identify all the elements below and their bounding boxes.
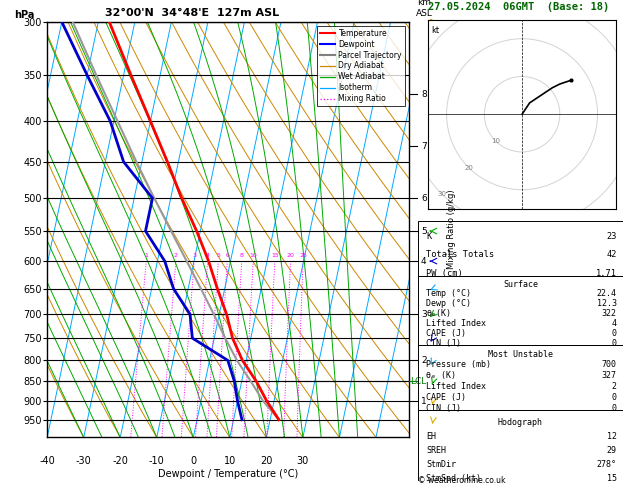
Text: 7: 7: [421, 141, 426, 151]
Text: -10: -10: [149, 456, 165, 466]
Text: 12: 12: [606, 432, 616, 441]
Text: 2: 2: [611, 382, 616, 391]
Text: 20: 20: [260, 456, 272, 466]
Text: PW (cm): PW (cm): [426, 268, 463, 278]
Text: -20: -20: [113, 456, 128, 466]
Text: 8: 8: [421, 90, 426, 99]
Text: StmDir: StmDir: [426, 460, 457, 469]
Text: 22.4: 22.4: [596, 290, 616, 298]
Text: 15: 15: [606, 474, 616, 484]
Text: Lifted Index: Lifted Index: [426, 319, 486, 328]
Text: K: K: [426, 232, 431, 241]
Text: CAPE (J): CAPE (J): [426, 393, 467, 401]
Text: © weatheronline.co.uk: © weatheronline.co.uk: [418, 476, 506, 485]
Text: 0: 0: [611, 393, 616, 401]
Text: Pressure (mb): Pressure (mb): [426, 360, 491, 369]
Text: 0: 0: [611, 339, 616, 347]
Text: 2: 2: [421, 356, 426, 365]
Text: 15: 15: [271, 253, 279, 258]
Text: 700: 700: [601, 360, 616, 369]
Text: 42: 42: [606, 250, 616, 260]
Text: 30: 30: [438, 191, 447, 197]
Text: 322: 322: [601, 309, 616, 318]
Text: 8: 8: [240, 253, 243, 258]
Text: 2: 2: [174, 253, 178, 258]
Text: CIN (J): CIN (J): [426, 403, 462, 413]
Text: 327: 327: [601, 371, 616, 380]
Text: 6: 6: [421, 194, 426, 203]
Text: 10: 10: [249, 253, 257, 258]
Text: 4: 4: [206, 253, 209, 258]
Text: 10: 10: [491, 138, 500, 144]
Text: Most Unstable: Most Unstable: [488, 350, 553, 359]
Text: Dewp (°C): Dewp (°C): [426, 299, 472, 308]
Text: Surface: Surface: [503, 280, 538, 289]
Text: CAPE (J): CAPE (J): [426, 329, 467, 338]
Text: θₑ (K): θₑ (K): [426, 371, 457, 380]
Text: 30: 30: [297, 456, 309, 466]
Text: 1: 1: [421, 397, 426, 405]
Text: EH: EH: [426, 432, 437, 441]
Text: 3: 3: [192, 253, 196, 258]
Text: -40: -40: [39, 456, 55, 466]
Text: 0: 0: [190, 456, 196, 466]
Text: 5: 5: [421, 226, 426, 236]
Text: 12.3: 12.3: [596, 299, 616, 308]
Text: 4: 4: [421, 257, 426, 265]
Text: 1.71: 1.71: [596, 268, 616, 278]
Text: 278°: 278°: [596, 460, 616, 469]
Text: θₑ(K): θₑ(K): [426, 309, 452, 318]
Text: 23: 23: [606, 232, 616, 241]
Text: Temp (°C): Temp (°C): [426, 290, 472, 298]
Text: 5: 5: [216, 253, 220, 258]
Text: 3: 3: [421, 310, 426, 319]
Text: 20: 20: [464, 165, 473, 171]
Text: Totals Totals: Totals Totals: [426, 250, 495, 260]
Text: 1: 1: [144, 253, 148, 258]
Text: StmSpd (kt): StmSpd (kt): [426, 474, 481, 484]
Text: SREH: SREH: [426, 446, 447, 455]
Text: 4: 4: [611, 319, 616, 328]
Text: 0: 0: [611, 329, 616, 338]
Text: 27.05.2024  06GMT  (Base: 18): 27.05.2024 06GMT (Base: 18): [428, 2, 609, 12]
Text: CIN (J): CIN (J): [426, 339, 462, 347]
Text: LCL: LCL: [411, 377, 427, 386]
Text: 32°00'N  34°48'E  127m ASL: 32°00'N 34°48'E 127m ASL: [105, 8, 279, 17]
Text: Hodograph: Hodograph: [498, 418, 543, 427]
Text: -30: -30: [76, 456, 92, 466]
Text: kt: kt: [431, 26, 440, 35]
Text: hPa: hPa: [14, 10, 35, 20]
Text: 25: 25: [299, 253, 307, 258]
Text: 0: 0: [611, 403, 616, 413]
Text: Mixing Ratio (g/kg): Mixing Ratio (g/kg): [447, 190, 455, 269]
Text: 10: 10: [224, 456, 236, 466]
Text: Dewpoint / Temperature (°C): Dewpoint / Temperature (°C): [158, 469, 298, 479]
Text: Lifted Index: Lifted Index: [426, 382, 486, 391]
Legend: Temperature, Dewpoint, Parcel Trajectory, Dry Adiabat, Wet Adiabat, Isotherm, Mi: Temperature, Dewpoint, Parcel Trajectory…: [317, 26, 405, 106]
Text: km
ASL: km ASL: [416, 0, 433, 17]
Text: 6: 6: [225, 253, 229, 258]
Text: 20: 20: [287, 253, 294, 258]
Text: 29: 29: [606, 446, 616, 455]
